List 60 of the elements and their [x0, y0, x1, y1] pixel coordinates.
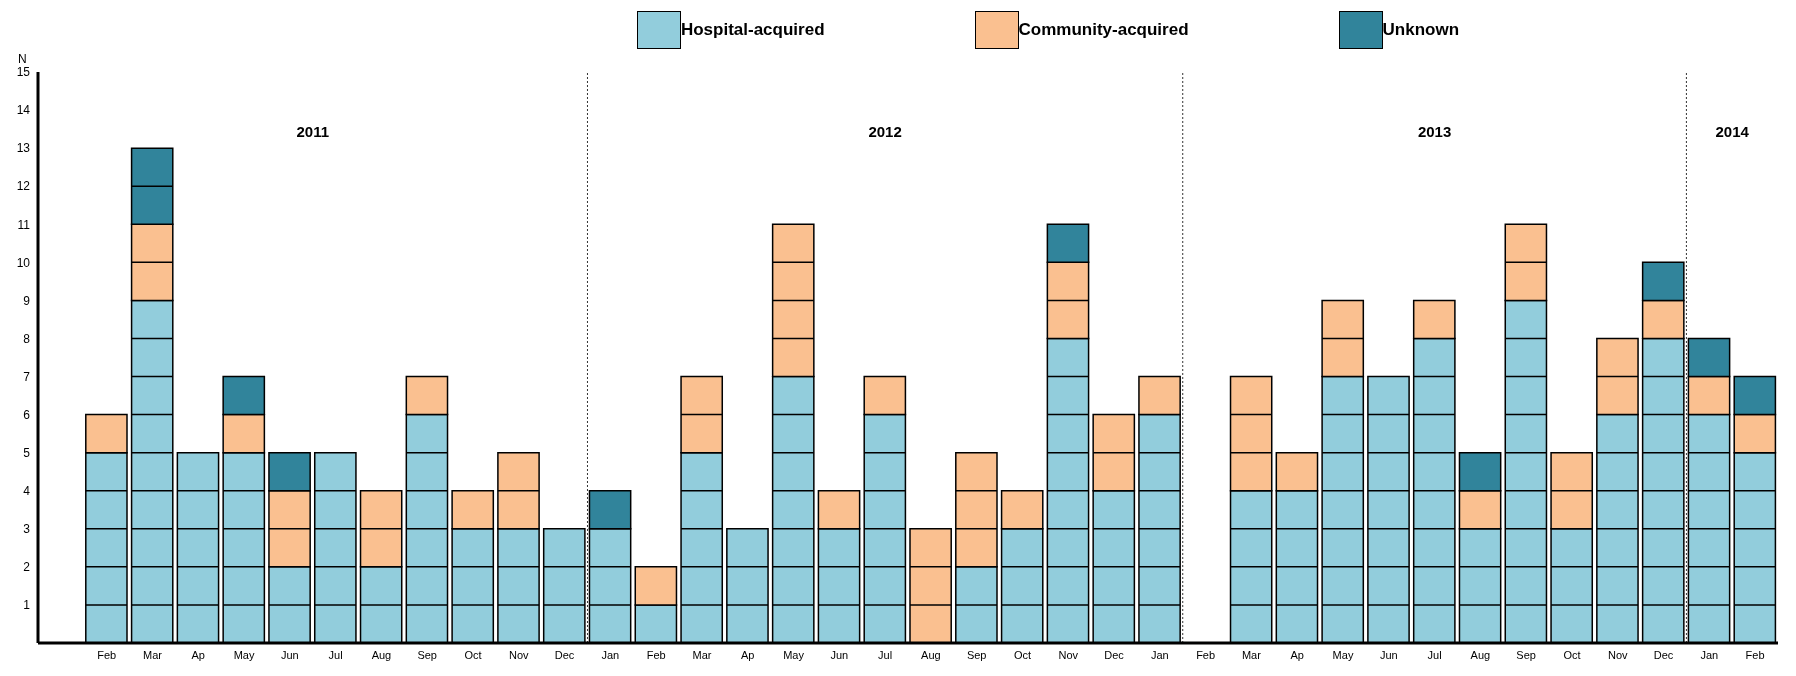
- x-tick-label: Nov: [509, 648, 530, 661]
- y-tick-label: 4: [23, 483, 31, 498]
- x-tick-label: Nov: [1058, 648, 1079, 661]
- x-tick-label: Sep: [966, 648, 987, 661]
- y-tick-label: 9: [23, 293, 31, 308]
- x-tick-label: Mar: [143, 648, 163, 661]
- y-axis-title: N: [18, 52, 27, 66]
- annotation: 2012: [867, 123, 903, 141]
- x-tick-label: Nov: [1607, 648, 1629, 661]
- x-tick-label: Oct: [1563, 648, 1581, 661]
- y-tick-label: 15: [16, 65, 31, 80]
- x-tick-label: Oct: [1013, 648, 1032, 661]
- x-tick-label: Jun: [280, 648, 299, 661]
- x-tick-label: Mar: [692, 648, 712, 661]
- x-tick-label: Feb: [646, 648, 666, 661]
- x-tick-label: Ap: [191, 648, 205, 661]
- x-tick-label: Jul: [1427, 648, 1442, 661]
- x-tick-label: Sep: [1516, 648, 1536, 661]
- x-tick-label: Jun: [830, 648, 849, 661]
- legend-label: Hospital-acquired: [680, 20, 825, 40]
- y-tick-label: 14: [16, 103, 31, 118]
- annotation: 2013: [1416, 123, 1453, 141]
- x-tick-label: Aug: [1470, 648, 1491, 661]
- x-tick-label: Feb: [1745, 648, 1765, 661]
- x-tick-label: Feb: [97, 648, 117, 661]
- annotation: 2011: [295, 123, 330, 141]
- x-tick-label: Aug: [921, 648, 941, 661]
- x-tick-label: Jan: [1150, 648, 1169, 661]
- x-tick-label: May: [1332, 648, 1354, 661]
- x-tick-label: Sep: [417, 648, 437, 661]
- y-tick-label: 3: [23, 522, 31, 537]
- x-tick-label: Jul: [878, 648, 893, 661]
- y-tick-label: 11: [17, 217, 31, 232]
- annotation: 2014: [1714, 123, 1750, 141]
- legend-label: Unknown: [1382, 20, 1460, 40]
- y-tick-label: 1: [23, 598, 31, 613]
- legend-label: Community-acquired: [1018, 20, 1189, 40]
- y-tick-label: 10: [16, 255, 31, 270]
- x-tick-label: Jan: [601, 648, 620, 661]
- y-tick-label: 7: [23, 369, 31, 384]
- x-tick-label: Dec: [554, 648, 575, 661]
- x-tick-label: Dec: [1653, 648, 1674, 661]
- y-tick-label: 6: [23, 407, 31, 422]
- y-tick-label: 2: [23, 560, 31, 575]
- y-tick-label: 5: [23, 445, 31, 460]
- x-tick-label: Ap: [741, 648, 755, 661]
- x-tick-label: Oct: [464, 648, 482, 661]
- x-tick-label: Dec: [1104, 648, 1125, 661]
- x-tick-label: Ap: [1290, 648, 1304, 661]
- y-tick-label: 12: [16, 179, 31, 194]
- x-tick-label: May: [783, 648, 805, 661]
- x-tick-label: May: [233, 648, 255, 661]
- y-tick-label: 8: [23, 331, 31, 346]
- x-tick-label: Feb: [1196, 648, 1216, 661]
- x-tick-label: Jul: [328, 648, 343, 661]
- x-tick-label: Jun: [1379, 648, 1398, 661]
- x-tick-label: Mar: [1241, 648, 1262, 661]
- x-tick-label: Jan: [1700, 648, 1719, 661]
- y-tick-label: 13: [16, 141, 31, 156]
- x-tick-label: Aug: [371, 648, 392, 661]
